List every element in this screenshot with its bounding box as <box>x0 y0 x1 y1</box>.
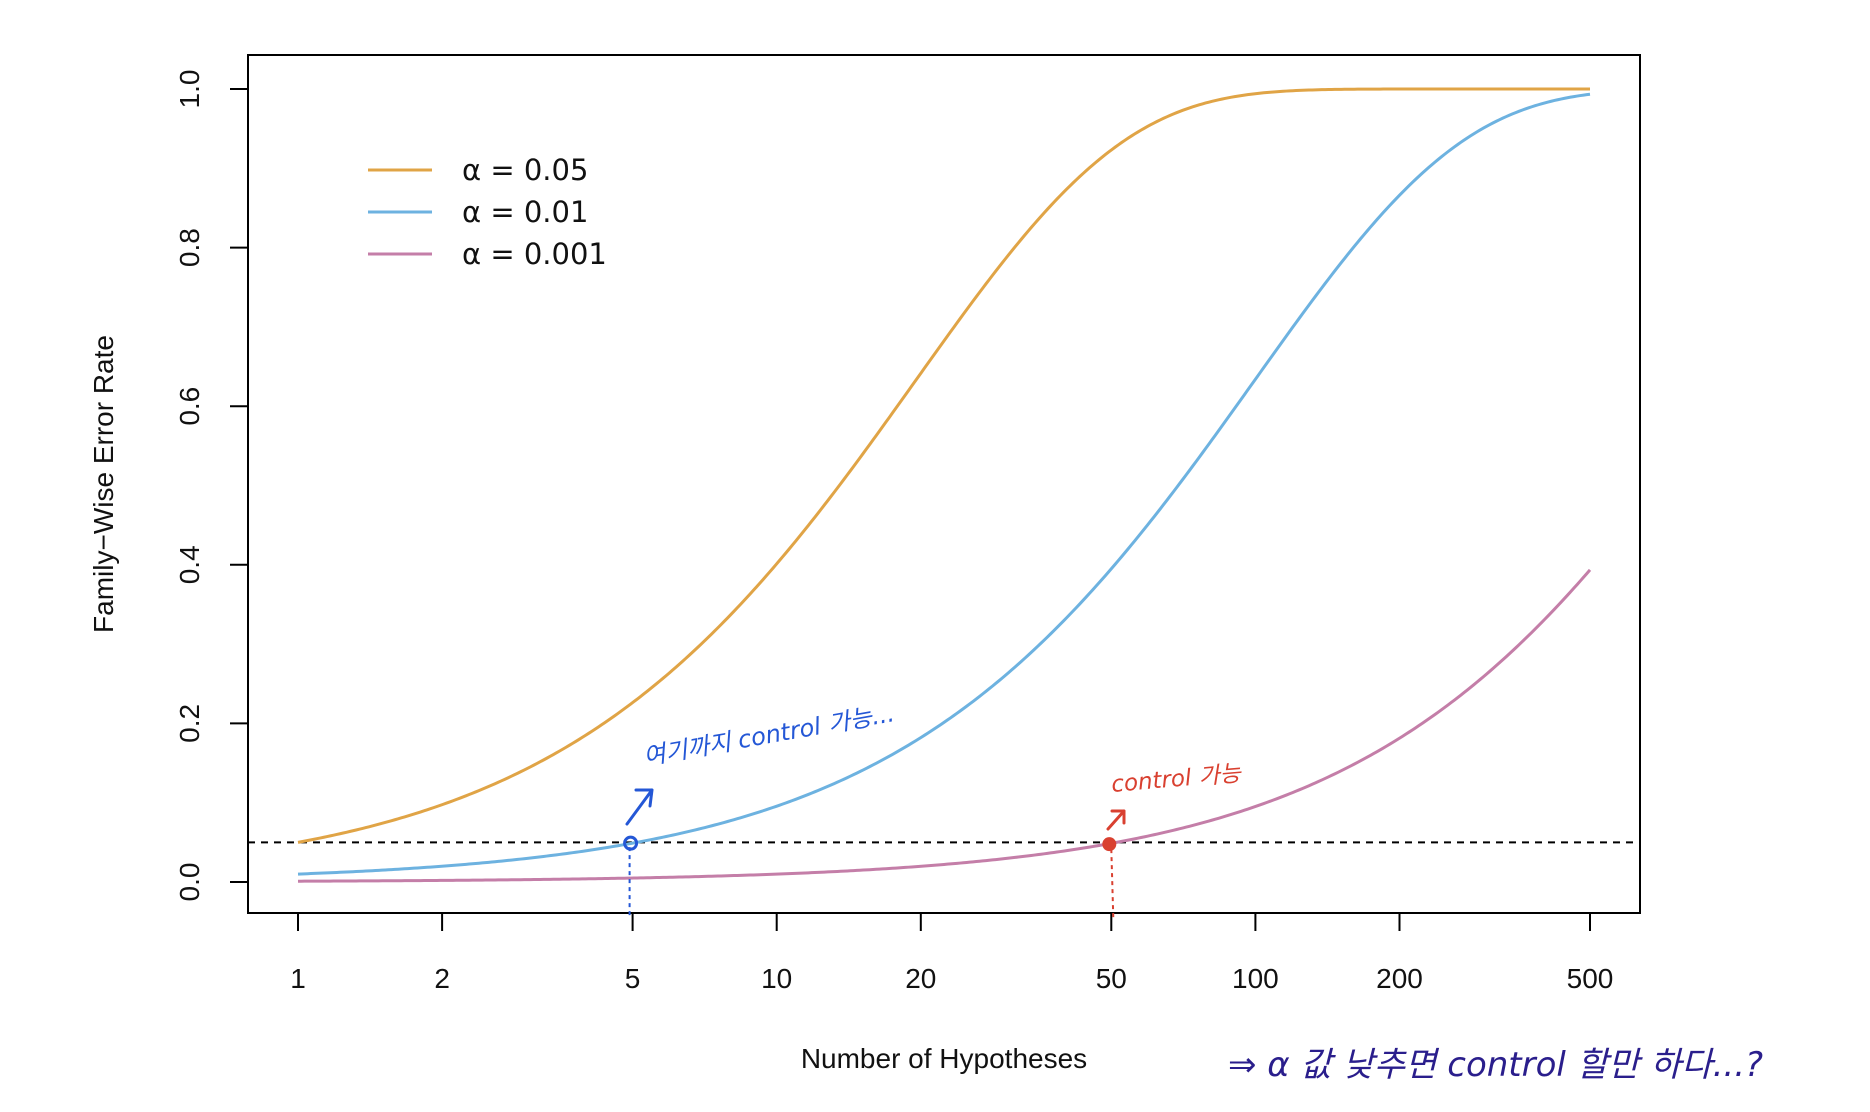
y-tick-label-3: 0.6 <box>174 387 205 426</box>
annotation-text-2: control 가능 <box>1110 761 1243 798</box>
y-tick-label-2: 0.4 <box>174 545 205 584</box>
x-tick-label-500: 500 <box>1567 963 1614 994</box>
x-axis-title: Number of Hypotheses <box>801 1043 1087 1074</box>
axes: 1 2 5 10 20 50 100 200 500 0.0 0.2 0.4 0.6 0.8 1.0 Numb… <box>88 54 1641 1074</box>
x-tick-label-2: 2 <box>434 963 450 994</box>
annotation-arrow-2 <box>1106 809 1126 831</box>
x-tick-label-10: 10 <box>761 963 792 994</box>
y-tick-label-4: 0.8 <box>174 228 205 267</box>
legend-label-1: α = 0.05 <box>462 153 588 187</box>
y-axis-title: Family−Wise Error Rate <box>88 335 119 633</box>
annotation-text-3: ⇒ α 값 낮추면 control 할만 하다...? <box>1228 1045 1763 1085</box>
series-line-3 <box>297 568 1592 883</box>
plot-frame <box>247 54 1641 914</box>
x-tick-label-200: 200 <box>1376 963 1423 994</box>
annotation-point-1 <box>623 835 639 851</box>
y-tick-label-0: 0.0 <box>174 863 205 902</box>
annotation-point-2 <box>1102 837 1117 852</box>
x-tick-label-1: 1 <box>290 963 306 994</box>
x-tick-label-20: 20 <box>905 963 936 994</box>
x-tick-label-5: 5 <box>625 963 641 994</box>
annotations: 여기까지 control 가능... control 가능 ⇒ α 값 낮추면 co… <box>623 699 1763 1085</box>
annotation-dropline-2 <box>1110 849 1115 919</box>
annotation-arrow-1 <box>625 788 654 826</box>
legend-label-2: α = 0.01 <box>462 195 588 229</box>
series-line-1 <box>297 87 1590 844</box>
x-tick-label-100: 100 <box>1232 963 1279 994</box>
y-tick-label-1: 0.2 <box>174 704 205 743</box>
legend-label-3: α = 0.001 <box>462 237 607 271</box>
annotation-text-1: 여기까지 control 가능... <box>641 699 896 771</box>
y-tick-label-5: 1.0 <box>174 70 205 109</box>
series-line-2 <box>297 92 1591 876</box>
plot-area <box>248 87 1640 883</box>
x-tick-label-50: 50 <box>1096 963 1127 994</box>
legend: α = 0.05 α = 0.01 α = 0.001 <box>368 153 607 271</box>
